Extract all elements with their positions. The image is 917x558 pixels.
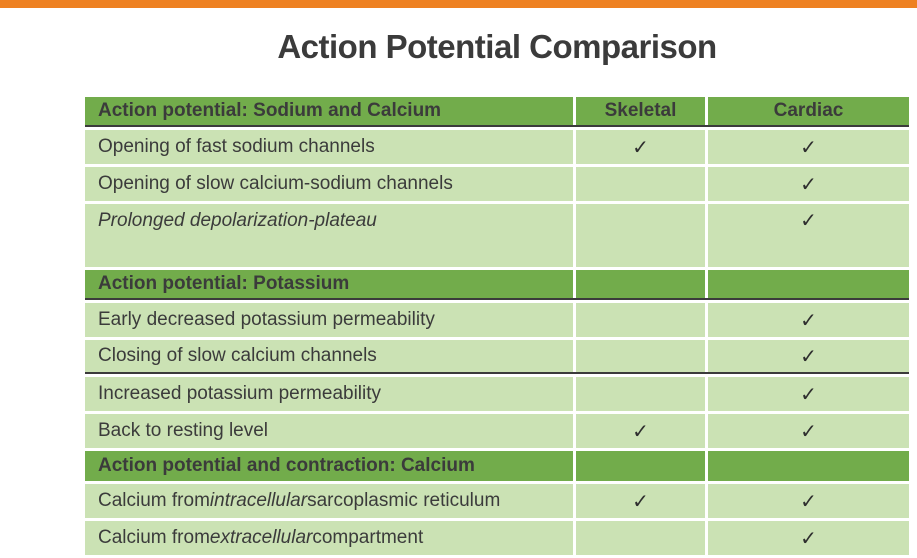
- table-row: Opening of slow calcium-sodium channels ✓: [85, 167, 909, 201]
- table-row: Back to resting level ✓ ✓: [85, 414, 909, 448]
- feature-cell: Action potential: Potassium: [85, 270, 573, 298]
- feature-text: Calcium from: [98, 527, 210, 548]
- cardiac-cell: ✓: [708, 130, 909, 164]
- skeletal-cell: [576, 303, 705, 337]
- cardiac-column-header: Cardiac: [773, 100, 844, 121]
- feature-text: Opening of slow calcium-sodium channels: [98, 173, 453, 194]
- feature-cell: Opening of fast sodium channels: [85, 130, 573, 164]
- check-icon: ✓: [800, 208, 817, 232]
- cardiac-cell: ✓: [708, 414, 909, 448]
- cardiac-cell: ✓: [708, 377, 909, 411]
- feature-cell: Increased potassium permeability: [85, 377, 573, 411]
- cardiac-cell: ✓: [708, 303, 909, 337]
- skeletal-cell: [576, 270, 705, 298]
- section-header-row: Action potential: Sodium and Calcium Skel…: [85, 97, 909, 127]
- feature-text: Action potential: Potassium: [98, 273, 350, 294]
- check-icon: ✓: [800, 419, 817, 443]
- cardiac-cell: ✓: [708, 340, 909, 372]
- feature-text: Closing of slow calcium channels: [98, 345, 377, 366]
- feature-text: Action potential: Sodium and Calcium: [98, 100, 442, 121]
- table-row: Increased potassium permeability ✓: [85, 377, 909, 411]
- check-icon: ✓: [632, 135, 649, 159]
- feature-text: intracellular: [209, 490, 308, 511]
- feature-cell: Calcium from extracellular compartment: [85, 521, 573, 555]
- feature-text: sarcoplasmic reticulum: [307, 490, 501, 511]
- feature-cell: Early decreased potassium permeability: [85, 303, 573, 337]
- cardiac-cell: [708, 451, 909, 481]
- cardiac-cell: ✓: [708, 521, 909, 555]
- check-icon: ✓: [800, 382, 817, 406]
- feature-text: Prolonged depolarization-plateau: [98, 210, 377, 231]
- feature-cell: Prolonged depolarization-plateau: [85, 204, 573, 267]
- table-row: Opening of fast sodium channels ✓ ✓: [85, 130, 909, 164]
- check-icon: ✓: [800, 489, 817, 513]
- feature-cell: Action potential and contraction: Calciu…: [85, 451, 573, 481]
- section-header-row: Action potential and contraction: Calciu…: [85, 451, 909, 481]
- skeletal-column-header: Skeletal: [604, 100, 677, 121]
- cardiac-cell: ✓: [708, 167, 909, 201]
- feature-text: Action potential and contraction: Calciu…: [98, 455, 475, 476]
- table-row: Early decreased potassium permeability ✓: [85, 303, 909, 337]
- comparison-table: Action potential: Sodium and Calcium Skel…: [85, 97, 909, 555]
- table-row: Prolonged depolarization-plateau ✓: [85, 204, 909, 267]
- check-icon: ✓: [632, 489, 649, 513]
- skeletal-cell: ✓: [576, 130, 705, 164]
- skeletal-cell: Skeletal: [576, 97, 705, 125]
- cardiac-cell: ✓: [708, 484, 909, 518]
- feature-text: Increased potassium permeability: [98, 383, 382, 404]
- feature-cell: Closing of slow calcium channels: [85, 340, 573, 372]
- cardiac-cell: Cardiac: [708, 97, 909, 125]
- table-row: Closing of slow calcium channels ✓: [85, 340, 909, 374]
- check-icon: ✓: [800, 526, 817, 550]
- skeletal-cell: [576, 167, 705, 201]
- skeletal-cell: [576, 204, 705, 267]
- check-icon: ✓: [800, 172, 817, 196]
- check-icon: ✓: [800, 135, 817, 159]
- skeletal-cell: [576, 377, 705, 411]
- feature-cell: Calcium from intracellular sarcoplasmic …: [85, 484, 573, 518]
- cardiac-cell: ✓: [708, 204, 909, 267]
- section-header-row: Action potential: Potassium: [85, 270, 909, 300]
- feature-text: compartment: [312, 527, 424, 548]
- skeletal-cell: [576, 521, 705, 555]
- feature-text: Calcium from: [98, 490, 210, 511]
- slide-title: Action Potential Comparison: [277, 28, 717, 65]
- feature-text: extracellular: [209, 527, 313, 548]
- table-row: Calcium from extracellular compartment ✓: [85, 521, 909, 555]
- table-row: Calcium from intracellular sarcoplasmic …: [85, 484, 909, 518]
- feature-text: Opening of fast sodium channels: [98, 136, 375, 157]
- top-accent-bar: [0, 0, 917, 8]
- skeletal-cell: ✓: [576, 414, 705, 448]
- feature-cell: Action potential: Sodium and Calcium: [85, 97, 573, 125]
- cardiac-cell: [708, 270, 909, 298]
- check-icon: ✓: [800, 344, 817, 368]
- check-icon: ✓: [632, 419, 649, 443]
- check-icon: ✓: [800, 308, 817, 332]
- feature-text: Back to resting level: [98, 420, 269, 441]
- feature-text: Early decreased potassium permeability: [98, 309, 435, 330]
- skeletal-cell: [576, 340, 705, 372]
- feature-cell: Back to resting level: [85, 414, 573, 448]
- feature-cell: Opening of slow calcium-sodium channels: [85, 167, 573, 201]
- skeletal-cell: ✓: [576, 484, 705, 518]
- skeletal-cell: [576, 451, 705, 481]
